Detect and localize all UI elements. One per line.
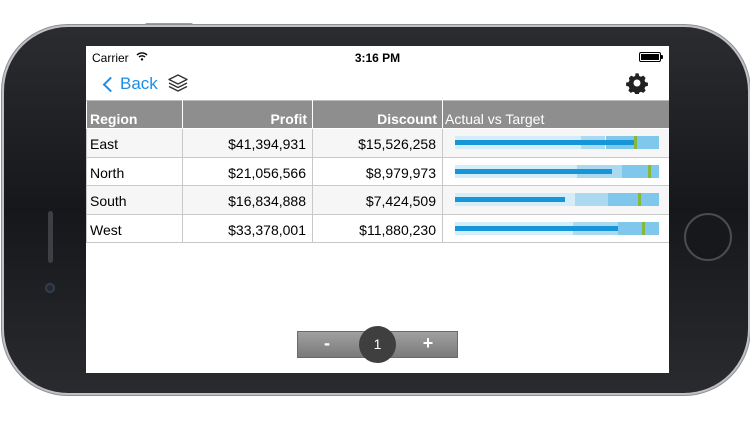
discount-cell: $7,424,509 (312, 185, 443, 215)
table-header-row: Region Profit Discount Actual vs Target (86, 100, 669, 129)
bullet-chart (455, 164, 659, 178)
app-screen: Carrier 3:16 PM Back Region (86, 46, 669, 373)
status-bar: Carrier 3:16 PM (86, 46, 669, 68)
layers-icon[interactable] (167, 73, 189, 95)
profit-cell: $41,394,931 (182, 128, 313, 158)
region-cell: South (86, 185, 183, 215)
table-row[interactable]: West $33,378,001 $11,880,230 (86, 213, 669, 243)
table-row[interactable]: South $16,834,888 $7,424,509 (86, 185, 669, 215)
bullet-chart (455, 221, 659, 235)
discount-cell: $8,979,973 (312, 156, 443, 186)
front-camera (45, 283, 55, 293)
carrier-label: Carrier (92, 51, 129, 65)
back-label: Back (120, 74, 158, 93)
bullet-chart (455, 136, 659, 149)
status-time: 3:16 PM (354, 51, 401, 65)
side-button (205, 391, 253, 395)
band-mid (575, 193, 608, 206)
profit-cell: $33,378,001 (182, 213, 313, 243)
table-row[interactable]: North $21,056,566 $8,979,973 (86, 156, 669, 186)
band-high (622, 164, 659, 178)
target-marker (634, 136, 637, 149)
home-button[interactable] (684, 213, 732, 261)
page-number-indicator[interactable]: 1 (359, 326, 396, 363)
previous-page-button[interactable]: - (324, 333, 330, 353)
band-high (618, 221, 659, 235)
navigation-bar: Back (86, 68, 669, 100)
battery-icon (639, 52, 663, 62)
profit-cell: $21,056,566 (182, 156, 313, 186)
profit-cell: $16,834,888 (182, 185, 313, 215)
pager-control: - + 1 (297, 326, 458, 363)
data-table: Region Profit Discount Actual vs Target … (86, 100, 669, 243)
actual-bar (455, 168, 612, 174)
actual-bar (455, 197, 565, 202)
wifi-icon (136, 52, 148, 61)
region-cell: West (86, 213, 183, 243)
target-marker (642, 221, 645, 235)
region-cell: North (86, 156, 183, 186)
column-header-actual-vs-target[interactable]: Actual vs Target (442, 100, 669, 129)
column-header-profit[interactable]: Profit (182, 100, 313, 129)
target-marker (638, 193, 641, 206)
band-high (608, 193, 659, 206)
chevron-left-icon (102, 76, 119, 92)
discount-cell: $11,880,230 (312, 213, 443, 243)
side-button (145, 391, 193, 395)
bullet-cell (442, 156, 669, 186)
column-header-region[interactable]: Region (86, 100, 183, 129)
next-page-button[interactable]: + (422, 333, 434, 353)
region-cell: East (86, 128, 183, 158)
discount-cell: $15,526,258 (312, 128, 443, 158)
column-header-discount[interactable]: Discount (312, 100, 443, 129)
bullet-cell (442, 185, 669, 215)
bullet-cell (442, 128, 669, 158)
back-button[interactable]: Back (102, 71, 158, 97)
target-marker (648, 164, 651, 178)
table-row[interactable]: East $41,394,931 $15,526,258 (86, 128, 669, 158)
actual-bar (455, 140, 635, 145)
actual-bar (455, 225, 618, 231)
speaker-grille (48, 211, 53, 263)
volume-button (145, 23, 193, 27)
gear-icon[interactable] (626, 72, 648, 94)
bullet-chart (455, 193, 659, 206)
bullet-cell (442, 213, 669, 243)
